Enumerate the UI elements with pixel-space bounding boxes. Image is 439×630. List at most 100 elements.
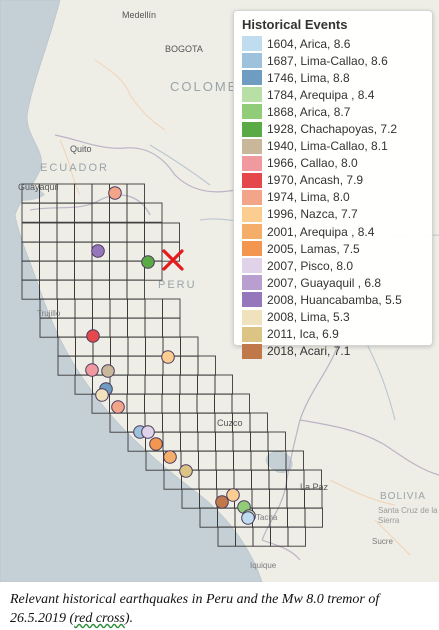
event-marker[interactable]: 1996, Nazca, 7.7 (226, 488, 240, 502)
legend-swatch (242, 87, 262, 103)
grid-cell (161, 393, 180, 414)
map-label-quito: Quito (70, 144, 92, 154)
grid-cell (144, 374, 163, 395)
event-marker[interactable]: 1928, Chachapoyas, 7.2 (141, 255, 155, 269)
pacific-ocean (0, 0, 263, 582)
grid-cell (233, 469, 252, 490)
grid-cell (110, 336, 129, 357)
event-marker[interactable]: 1604, Arica, 8.6 (241, 511, 255, 525)
legend-item: 1966, Callao, 8.0 (242, 155, 424, 172)
legend-label: 1868, Arica, 8.7 (267, 104, 351, 119)
event-marker[interactable]: 2008, Lima, 5.3 (95, 388, 109, 402)
event-marker[interactable]: 2001, Arequipa , 8.4 (163, 450, 177, 464)
event-marker[interactable]: 1966, Callao, 8.0 (85, 363, 99, 377)
grid-cell (56, 202, 75, 223)
map-label-bogota: BOGOTA (165, 44, 203, 54)
grid-cell (74, 241, 93, 262)
grid-cell (127, 317, 146, 338)
legend-item: 2008, Lima, 5.3 (242, 309, 424, 326)
map-canvas[interactable]: 1974, Lima, 8.0 2008, Huancabamba, 5.5 192… (0, 0, 439, 582)
legend-item: 2007, Guayaquil , 6.8 (242, 274, 424, 291)
grid-cell (91, 222, 110, 243)
grid-cell (39, 260, 58, 281)
map-label-ecuador: ECUADOR (40, 162, 110, 174)
grid-cell (74, 260, 93, 281)
grid-cell (126, 202, 145, 223)
event-marker[interactable]: 1940, Lima-Callao, 8.1 (101, 364, 115, 378)
legend-label: 1928, Chachapoyas, 7.2 (267, 122, 398, 137)
legend-label: 2007, Guayaquil , 6.8 (267, 275, 382, 290)
legend-item: 1687, Lima-Callao, 8.6 (242, 52, 424, 69)
legend-list: 1604, Arica, 8.6 1687, Lima-Callao, 8.6 17… (242, 35, 424, 360)
legend-item: 2008, Huancabamba, 5.5 (242, 291, 424, 308)
legend-swatch (242, 224, 262, 240)
map-panel[interactable]: 1974, Lima, 8.0 2008, Huancabamba, 5.5 192… (0, 0, 439, 582)
grid-cell (180, 355, 199, 376)
legend-item: 1974, Lima, 8.0 (242, 189, 424, 206)
grid-cell (267, 431, 286, 452)
grid-cell (214, 374, 233, 395)
map-label-santa-cruz: Santa Cruz de la Sierra (378, 506, 438, 525)
roads (59, 59, 411, 556)
grid-cell (127, 374, 146, 395)
grid-cell (197, 355, 216, 376)
event-marker[interactable]: 2011, Ica, 6.9 (179, 464, 193, 478)
legend-swatch (242, 36, 262, 52)
legend-label: 2001, Arequipa , 8.4 (267, 224, 375, 239)
legend-swatch (242, 258, 262, 274)
map-label-medellin: Medellín (122, 10, 157, 20)
grid-cell (91, 202, 110, 223)
event-marker[interactable]: 1996, Nazca, 7.7 (161, 350, 175, 364)
grid-cell (231, 393, 250, 414)
event-marker[interactable]: 1970, Ancash, 7.9 (86, 329, 100, 343)
event-marker[interactable]: 2008, Huancabamba, 5.5 (91, 244, 105, 258)
grid-cell (179, 374, 198, 395)
legend-label: 2008, Huancabamba, 5.5 (267, 292, 402, 307)
grid-cell (145, 336, 164, 357)
legend-swatch (242, 241, 262, 257)
grid-cell (287, 507, 306, 528)
grid-cell (252, 526, 271, 547)
grid-cell (127, 336, 146, 357)
grid-cell (127, 298, 146, 319)
grid-cell (144, 317, 163, 338)
legend-label: 1687, Lima-Callao, 8.6 (267, 53, 388, 68)
map-label-tacna: Tacna (256, 513, 278, 522)
event-marker[interactable]: 2005, Lamas, 7.5 (149, 437, 163, 451)
event-marker[interactable]: 1974, Lima, 8.0 (111, 400, 125, 414)
legend-swatch (242, 138, 262, 154)
grid-cell (57, 317, 76, 338)
grid-cell (251, 488, 270, 509)
grid-cell (287, 526, 306, 547)
legend-label: 2005, Lamas, 7.5 (267, 241, 360, 256)
grid-cell (126, 393, 145, 414)
grid-cell (39, 241, 58, 262)
caption-red-cross-text: red cross (74, 611, 125, 626)
legend-swatch (242, 70, 262, 86)
legend-swatch (242, 121, 262, 137)
grid-cell (251, 469, 270, 490)
epicenter-2019-red-cross[interactable] (162, 249, 184, 271)
legend-item: 1784, Arequipa , 8.4 (242, 86, 424, 103)
event-marker[interactable]: 2007, Pisco, 8.0 (141, 425, 155, 439)
grid-cell (144, 393, 163, 414)
legend-item: 1746, Lima, 8.8 (242, 69, 424, 86)
grid-cell (162, 317, 181, 338)
grid-cell (196, 393, 215, 414)
figure-caption: Relevant historical earthquakes in Peru … (10, 590, 435, 628)
legend-item: 1604, Arica, 8.6 (242, 35, 424, 52)
event-marker[interactable]: 1974, Lima, 8.0 (108, 186, 122, 200)
legend-panel: Historical Events 1604, Arica, 8.6 1687, … (233, 10, 433, 359)
grid-cell (109, 241, 128, 262)
map-label-iquique: Iquique (250, 561, 277, 570)
grid-cell (216, 469, 235, 490)
legend-swatch (242, 189, 262, 205)
legend-label: 1746, Lima, 8.8 (267, 70, 350, 85)
legend-item: 1970, Ancash, 7.9 (242, 172, 424, 189)
grid-cell (74, 298, 93, 319)
legend-label: 1784, Arequipa , 8.4 (267, 87, 375, 102)
legend-label: 2008, Lima, 5.3 (267, 310, 350, 325)
legend-label: 2018, Acari, 7.1 (267, 344, 351, 359)
event-marker[interactable]: 2018, Acari, 7.1 (215, 495, 229, 509)
legend-swatch (242, 206, 262, 222)
